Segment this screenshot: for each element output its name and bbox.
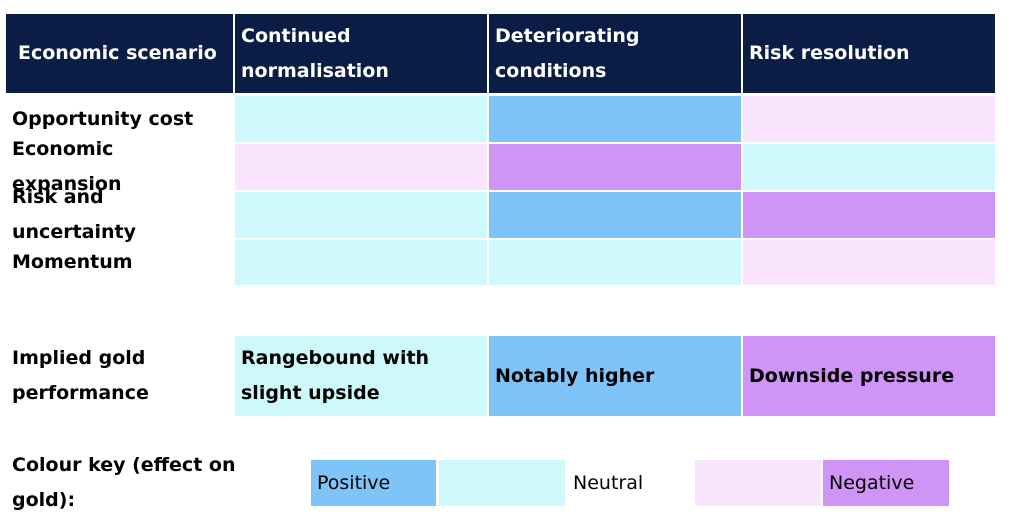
implied-deteriorating-conditions: Notably higher	[489, 336, 741, 416]
implied-deteriorating-conditions-text: Notably higher	[495, 364, 655, 387]
row-label-momentum-text: Momentum	[12, 251, 133, 273]
effect-cell	[235, 240, 487, 285]
effect-cell	[743, 144, 995, 190]
key-swatch-positive: Positive	[311, 460, 436, 506]
row-label-opportunity-cost: Opportunity cost	[0, 96, 233, 142]
header-deteriorating-conditions-text: Deteriorating conditions	[495, 24, 640, 82]
header-row-label-text: Economic scenario	[18, 42, 217, 64]
row-label-opportunity-cost-text: Opportunity cost	[12, 107, 194, 130]
effect-cell	[235, 192, 487, 238]
key-neutral: Neutral	[567, 460, 693, 506]
row-label-risk-and-uncertainty-text: Risk and uncertainty	[12, 186, 136, 243]
effect-cell	[743, 192, 995, 238]
implied-continued-normalisation: Rangebound with slight upside	[235, 336, 487, 416]
row-label-risk-and-uncertainty: Risk and uncertainty	[0, 186, 233, 243]
header-continued-normalisation: Continued normalisation	[235, 14, 487, 93]
header-deteriorating-conditions: Deteriorating conditions	[489, 14, 741, 93]
key-positive-text: Positive	[317, 471, 391, 494]
effect-cell	[743, 240, 995, 285]
effect-cell	[489, 144, 741, 190]
implied-continued-normalisation-text: Rangebound with slight upside	[241, 347, 430, 404]
key-swatch-weak-negative	[695, 460, 821, 506]
header-risk-resolution: Risk resolution	[743, 14, 995, 93]
colour-key-label: Colour key (effect on gold):	[0, 454, 310, 511]
effect-cell	[235, 96, 487, 142]
key-swatch-weak-positive	[439, 460, 565, 506]
header-risk-resolution-text: Risk resolution	[749, 42, 910, 64]
colour-key-label-text: Colour key (effect on gold):	[12, 454, 236, 511]
effect-cell	[489, 96, 741, 142]
header-row-label: Economic scenario	[6, 14, 233, 93]
implied-gold-performance-label: Implied gold performance	[0, 336, 233, 416]
key-neutral-text: Neutral	[573, 471, 644, 494]
key-negative-text: Negative	[829, 471, 915, 494]
key-swatch-negative: Negative	[823, 460, 949, 506]
implied-risk-resolution: Downside pressure	[743, 336, 995, 416]
row-label-momentum: Momentum	[0, 240, 233, 285]
effect-cell	[743, 96, 995, 142]
effect-cell	[235, 144, 487, 190]
row-label-economic-expansion: Economic expansion	[0, 138, 233, 195]
effect-cell	[489, 240, 741, 285]
implied-gold-performance-label-text: Implied gold performance	[12, 347, 149, 404]
effect-cell	[489, 192, 741, 238]
implied-risk-resolution-text: Downside pressure	[749, 364, 955, 387]
row-label-economic-expansion-text: Economic expansion	[12, 138, 122, 195]
header-continued-normalisation-text: Continued normalisation	[241, 24, 389, 82]
